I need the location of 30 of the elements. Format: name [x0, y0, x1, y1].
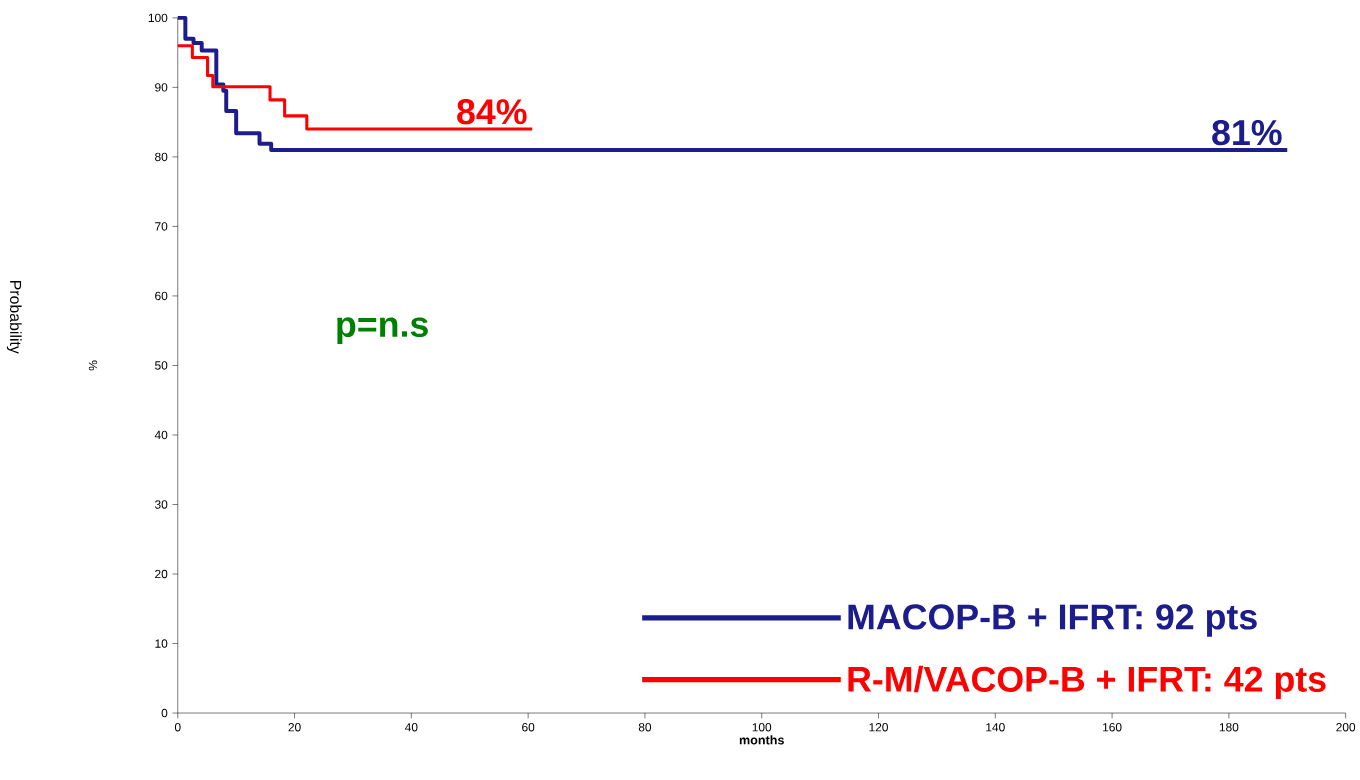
y-tick-label: 0 — [161, 709, 168, 718]
y-tick-label: 90 — [155, 83, 168, 92]
y-tick-label: 50 — [155, 361, 168, 370]
text: MACOP-B + IFRT: 92 pts — [848, 604, 1257, 637]
x-tick-label: 200 — [1336, 723, 1356, 732]
x-tick-label: 20 — [288, 723, 301, 732]
annotation: p=n.s — [337, 317, 428, 345]
annotation: 81% — [1212, 120, 1282, 146]
text: Probability — [6, 281, 22, 355]
y-tick-label: 60 — [155, 291, 168, 301]
y-tick-label: 30 — [154, 500, 168, 509]
y-tick-label: 80 — [155, 152, 168, 162]
x-tick-label: 180 — [1219, 723, 1239, 732]
x-tick-label: 80 — [638, 723, 652, 732]
x-tick-label: 100 — [752, 723, 772, 732]
y-tick-label: 40 — [154, 430, 168, 440]
x-axis-title: months — [739, 735, 784, 745]
x-tick-label: 40 — [404, 723, 418, 732]
x-tick-label: 120 — [869, 723, 888, 732]
x-tick-label: 140 — [986, 723, 1005, 732]
x-tick-label: 160 — [1103, 723, 1122, 732]
text: R-M/VACOP-B + IFRT: 42 pts — [848, 665, 1326, 700]
y-tick-label: 70 — [155, 222, 168, 231]
y-axis-title: % — [88, 360, 98, 371]
y-tick-label: 10 — [155, 639, 168, 648]
y-tick-label: 100 — [148, 13, 168, 23]
y-tick-label: 20 — [155, 569, 168, 579]
annotation: 84% — [457, 99, 527, 125]
x-tick-label: 60 — [522, 723, 535, 732]
x-tick-label: 0 — [174, 723, 181, 732]
